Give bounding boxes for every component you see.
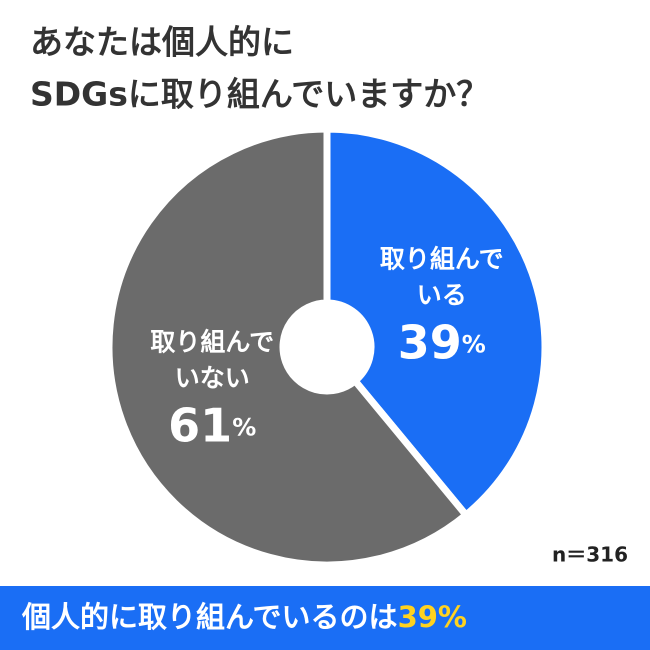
value-label-part: 39 (398, 315, 462, 369)
slice-label: 取り組んでいない (150, 327, 274, 392)
footer-highlight: 39% (398, 600, 467, 634)
sample-size: n＝316 (552, 543, 628, 567)
value-label-part: % (232, 413, 256, 441)
donut-slice (323, 125, 549, 520)
chart-title: SDGsに取り組んでいますか？ (30, 75, 489, 114)
footer-bar (0, 586, 650, 650)
slice-label-line: 取り組んで (380, 245, 504, 274)
slice-label-line: いない (175, 363, 250, 392)
slice-label-line: いる (417, 281, 467, 310)
footer: 個人的に取り組んでいるのは39% (21, 600, 467, 634)
footer-text: 個人的に取り組んでいるのは (21, 600, 398, 634)
value-label-part: 61 (168, 398, 232, 452)
value-label: 39% (398, 315, 486, 369)
slice-label-line: 取り組んで (150, 327, 274, 356)
value-label: 61% (168, 398, 256, 452)
slice-label: 取り組んでいる (380, 245, 504, 310)
value-label-part: % (462, 331, 486, 359)
chart-title: あなたは個人的に (30, 23, 294, 62)
donut-slice (105, 125, 471, 569)
